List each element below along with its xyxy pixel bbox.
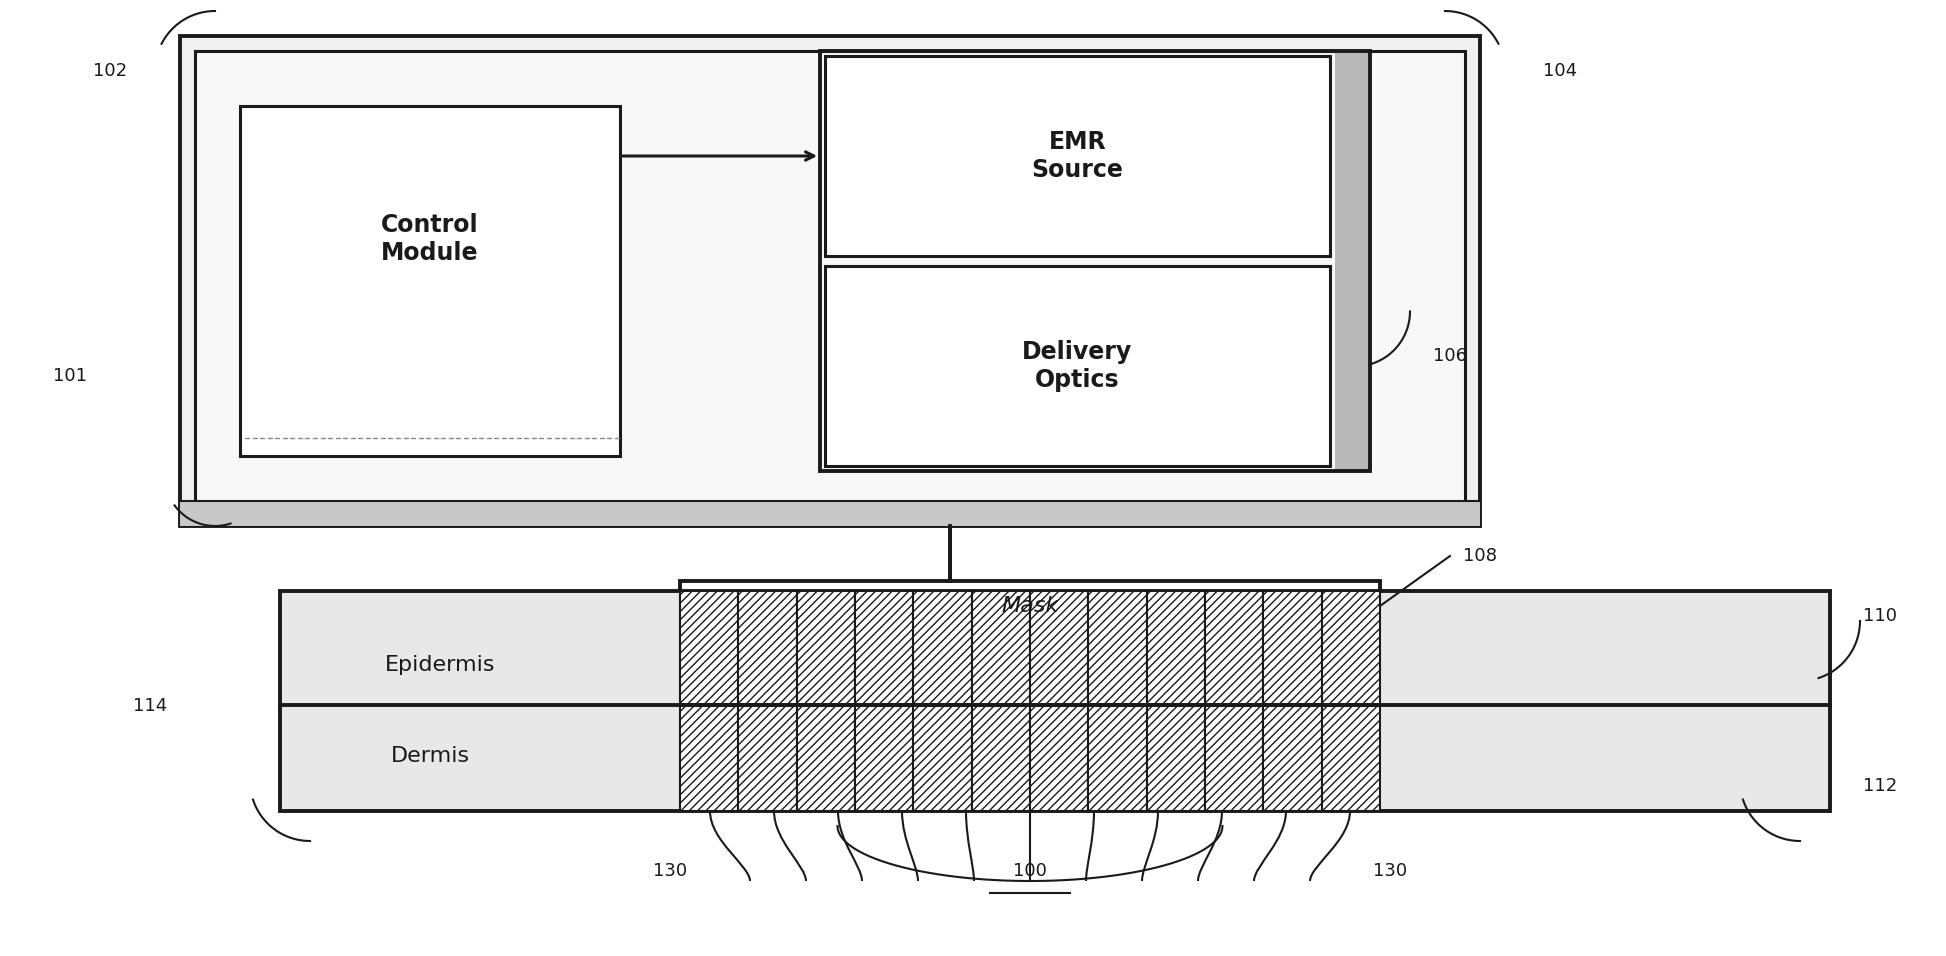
Bar: [913, 591, 971, 811]
Text: Dermis: Dermis: [391, 746, 469, 766]
Bar: [679, 591, 738, 811]
Text: 106: 106: [1432, 347, 1467, 365]
Bar: [819, 51, 1370, 471]
Bar: [239, 106, 621, 456]
Text: 130: 130: [654, 862, 687, 880]
Bar: [854, 591, 913, 811]
Bar: [738, 591, 796, 811]
Bar: [195, 51, 1465, 511]
Bar: [1335, 51, 1370, 471]
Bar: [1205, 591, 1263, 811]
Bar: [179, 36, 1481, 526]
Bar: [971, 591, 1029, 811]
Bar: [1146, 591, 1205, 811]
Text: 114: 114: [132, 697, 167, 715]
Text: 102: 102: [93, 62, 126, 80]
Text: Delivery
Optics: Delivery Optics: [1022, 340, 1133, 392]
Bar: [1263, 591, 1321, 811]
Bar: [796, 591, 854, 811]
Text: 108: 108: [1463, 547, 1496, 565]
Text: 101: 101: [53, 367, 88, 385]
Bar: [679, 591, 1380, 811]
Text: EMR
Source: EMR Source: [1031, 130, 1123, 182]
Bar: [1029, 591, 1088, 811]
Text: Control
Module: Control Module: [381, 213, 479, 265]
Text: 112: 112: [1862, 777, 1897, 795]
Bar: [1088, 591, 1146, 811]
Bar: [825, 266, 1329, 466]
Bar: [825, 56, 1329, 256]
Text: 104: 104: [1543, 62, 1576, 80]
Text: 130: 130: [1374, 862, 1407, 880]
Text: Epidermis: Epidermis: [385, 656, 494, 675]
Text: 100: 100: [1014, 862, 1047, 880]
Text: 110: 110: [1862, 607, 1897, 625]
Bar: [679, 581, 1380, 631]
Text: Mask: Mask: [1002, 596, 1059, 616]
Bar: [179, 501, 1481, 526]
Bar: [280, 591, 1829, 811]
Bar: [1321, 591, 1380, 811]
